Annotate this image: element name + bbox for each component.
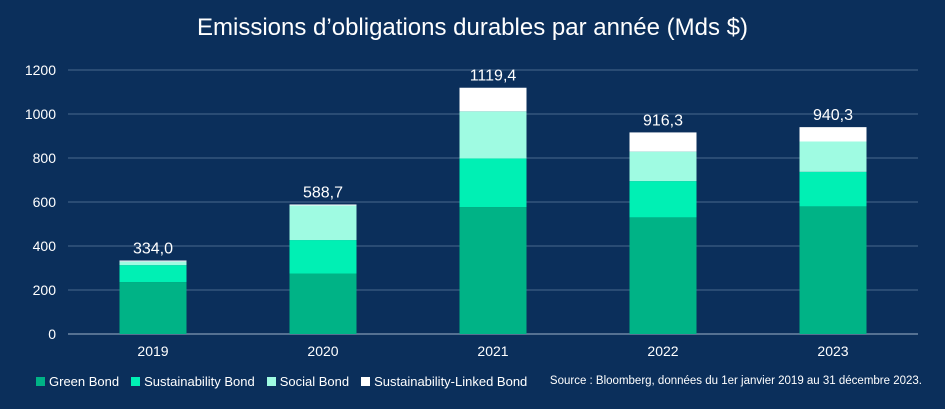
source-note: Source : Bloomberg, données du 1er janvi…	[549, 375, 922, 387]
legend-item: Sustainability-Linked Bond	[361, 374, 527, 389]
legend-item: Sustainability Bond	[131, 374, 255, 389]
total-label: 916,3	[643, 112, 683, 129]
y-tick-label: 600	[33, 194, 57, 210]
y-tick-label: 400	[33, 238, 57, 254]
bar-segment	[289, 240, 357, 274]
bar-segment	[459, 87, 527, 112]
total-label: 940,3	[813, 107, 853, 124]
bars	[119, 87, 867, 334]
chart-title: Emissions d’obligations durables par ann…	[197, 14, 748, 41]
x-tick-label: 2019	[137, 343, 168, 359]
bar-segment	[119, 260, 187, 262]
legend-swatch	[266, 377, 276, 386]
bar-segment	[629, 151, 697, 182]
x-tick-label: 2023	[817, 343, 848, 359]
legend-label: Sustainability-Linked Bond	[374, 374, 528, 389]
y-tick-label: 0	[48, 326, 56, 342]
y-tick-label: 1200	[25, 62, 56, 78]
legend-item: Social Bond	[266, 374, 350, 389]
bar-segment	[289, 273, 357, 334]
total-label: 1119,4	[470, 68, 517, 85]
bar-segment	[799, 206, 867, 334]
bar-segment	[459, 158, 527, 208]
bar-segment	[119, 282, 187, 334]
bar-segment	[119, 265, 187, 283]
legend-swatch	[36, 377, 45, 386]
legend-swatch	[361, 377, 371, 386]
y-tick-label: 1000	[25, 106, 56, 122]
bar-segment	[799, 171, 867, 207]
bar-segment	[629, 181, 697, 218]
x-tick-label: 2021	[477, 343, 508, 359]
total-label: 334,0	[133, 241, 173, 258]
bar-segment	[629, 132, 697, 152]
bar-segment	[289, 204, 357, 206]
bar-segment	[799, 127, 867, 142]
bar-segment	[459, 111, 527, 159]
chart-plot-area: 0 200 400 600 800 1000 1200 334,0 2019 588,7 2020 1…	[25, 62, 918, 359]
total-label: 588,7	[303, 184, 343, 201]
x-tick-label: 2020	[307, 343, 338, 359]
x-tick-label: 2022	[647, 343, 678, 359]
legend: Green Bond Sustainability Bond Social Bond…	[36, 374, 527, 389]
legend-swatch	[131, 377, 141, 386]
bar-segment	[459, 207, 527, 334]
legend-item: Green Bond	[36, 374, 119, 389]
bar-segment	[119, 261, 187, 266]
legend-label: Green Bond	[49, 374, 120, 389]
legend-label: Social Bond	[279, 374, 350, 389]
legend-label: Sustainability Bond	[144, 374, 255, 389]
y-tick-label: 200	[33, 282, 57, 298]
bar-segment	[289, 205, 357, 241]
y-tick-label: 800	[33, 150, 57, 166]
bar-segment	[799, 141, 867, 172]
bar-segment	[629, 217, 697, 334]
labels: 0 200 400 600 800 1000 1200 334,0 2019 588,7 2020 1…	[25, 62, 853, 359]
